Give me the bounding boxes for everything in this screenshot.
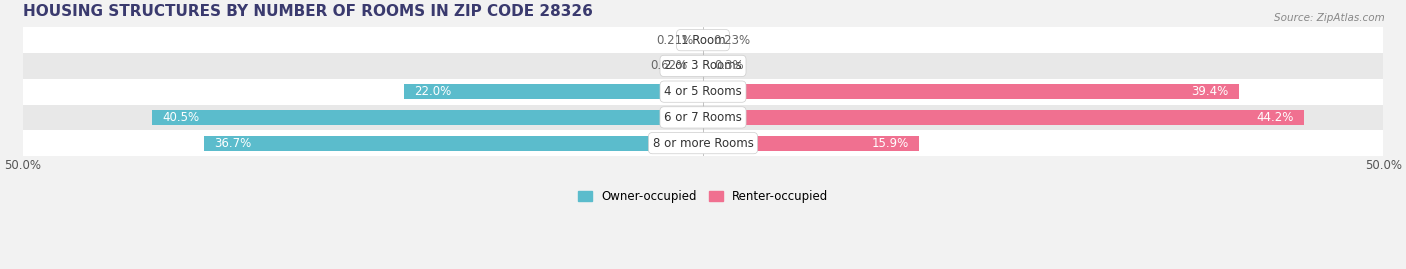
Bar [152, 110, 703, 125]
Text: 0.23%: 0.23% [713, 34, 749, 47]
Text: 2 or 3 Rooms: 2 or 3 Rooms [664, 59, 742, 72]
Text: 39.4%: 39.4% [1191, 85, 1229, 98]
Text: 0.62%: 0.62% [651, 59, 688, 72]
Legend: Owner-occupied, Renter-occupied: Owner-occupied, Renter-occupied [572, 186, 834, 208]
Bar [695, 58, 703, 73]
Bar [700, 33, 703, 48]
Bar [22, 79, 1384, 105]
Text: 8 or more Rooms: 8 or more Rooms [652, 137, 754, 150]
Bar [703, 136, 920, 151]
Bar [22, 53, 1384, 79]
Bar [204, 136, 703, 151]
Text: 0.3%: 0.3% [714, 59, 744, 72]
Text: 36.7%: 36.7% [215, 137, 252, 150]
Text: 1 Room: 1 Room [681, 34, 725, 47]
Bar [703, 58, 707, 73]
Text: 6 or 7 Rooms: 6 or 7 Rooms [664, 111, 742, 124]
Bar [703, 110, 1305, 125]
Bar [404, 84, 703, 99]
Text: 44.2%: 44.2% [1256, 111, 1294, 124]
Text: Source: ZipAtlas.com: Source: ZipAtlas.com [1274, 13, 1385, 23]
Bar [22, 130, 1384, 156]
Text: 15.9%: 15.9% [872, 137, 908, 150]
Bar [703, 33, 706, 48]
Text: 40.5%: 40.5% [163, 111, 200, 124]
Text: HOUSING STRUCTURES BY NUMBER OF ROOMS IN ZIP CODE 28326: HOUSING STRUCTURES BY NUMBER OF ROOMS IN… [22, 4, 592, 19]
Text: 22.0%: 22.0% [415, 85, 451, 98]
Bar [22, 105, 1384, 130]
Bar [703, 84, 1239, 99]
Text: 0.21%: 0.21% [657, 34, 693, 47]
Bar [22, 27, 1384, 53]
Text: 4 or 5 Rooms: 4 or 5 Rooms [664, 85, 742, 98]
